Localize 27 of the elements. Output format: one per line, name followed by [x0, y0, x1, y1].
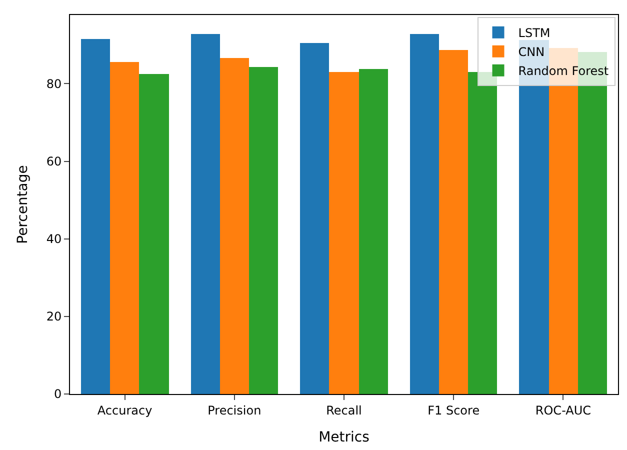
bar: [191, 34, 220, 394]
bar: [249, 67, 278, 394]
legend-label: CNN: [518, 45, 545, 60]
legend-label: Random Forest: [518, 64, 609, 78]
y-axis-title: Percentage: [14, 165, 31, 244]
y-tick-label: 80: [46, 76, 62, 91]
x-tick-label: Precision: [208, 403, 262, 418]
bar: [410, 34, 439, 394]
x-tick-label: Accuracy: [97, 403, 152, 418]
x-tick-label: ROC-AUC: [535, 403, 592, 418]
x-axis-title: Metrics: [318, 430, 370, 446]
legend-label: LSTM: [518, 26, 550, 40]
bar: [468, 72, 497, 394]
bar: [359, 69, 388, 394]
bar: [139, 74, 169, 394]
y-tick-label: 40: [46, 232, 62, 246]
bar: [110, 62, 139, 394]
bar: [220, 58, 249, 394]
bar: [439, 50, 468, 394]
y-tick-label: 0: [54, 387, 62, 402]
y-tick-label: 20: [46, 310, 62, 324]
bar: [300, 43, 329, 394]
x-tick-label: F1 Score: [428, 403, 480, 418]
bar: [81, 39, 110, 394]
bar: [329, 72, 359, 394]
x-tick-label: Recall: [326, 403, 362, 418]
y-tick-label: 60: [46, 154, 62, 168]
